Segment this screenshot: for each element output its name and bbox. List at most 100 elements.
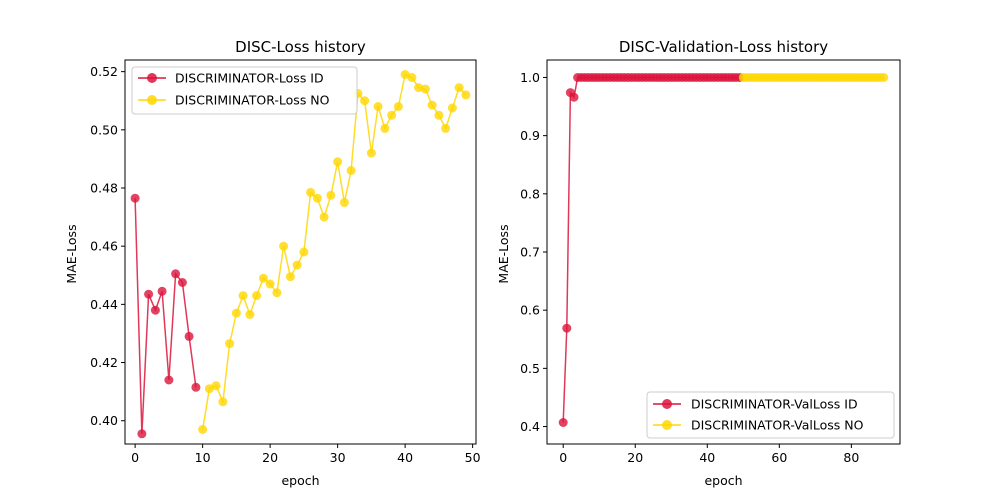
loss-chart-ytick-label: 0.48 [90, 181, 118, 196]
loss-chart-series-0-point [191, 382, 201, 392]
val-loss-chart-series-0-point [569, 92, 579, 102]
loss-chart-series-1-point [238, 291, 248, 301]
val-loss-chart-ytick-label: 0.8 [520, 186, 540, 201]
loss-chart-series-0-point [177, 278, 187, 287]
loss-chart-series-1-point [447, 103, 457, 113]
loss-chart-series-1-point [387, 110, 397, 120]
val-loss-chart-title: DISC-Validation-Loss history [619, 38, 828, 56]
val-loss-chart-xtick-label: 80 [843, 450, 859, 465]
loss-chart-xtick-label: 10 [195, 450, 211, 465]
loss-chart-series-1-point [373, 102, 383, 111]
loss-chart-series-1-point [407, 73, 417, 82]
val-loss-chart-yticks: 0.4 0.5 0.6 0.7 0.8 0.9 1.0 [520, 70, 547, 434]
loss-chart-series-1-point [272, 288, 282, 298]
val-loss-chart-xtick-label: 0 [559, 450, 567, 465]
loss-chart-ytick-label: 0.52 [90, 64, 118, 79]
loss-chart-series-0-point [137, 429, 147, 439]
loss-chart-series-1-point [454, 83, 464, 93]
loss-chart-series-1-point [245, 310, 255, 319]
loss-chart-frame [124, 59, 477, 445]
loss-chart-series-1-point [211, 381, 221, 391]
loss-chart-series-1-point [319, 212, 329, 222]
loss-chart-series-0-line [134, 198, 197, 434]
loss-chart-series-1-point [198, 425, 208, 434]
loss-chart-series-1-point [339, 198, 349, 207]
loss-chart-title: DISC-Loss history [235, 38, 366, 56]
val-loss-chart-ytick-label: 1.0 [520, 70, 540, 85]
loss-chart-series-1-point [360, 96, 370, 106]
loss-chart-series-0-point [130, 193, 140, 203]
loss-chart-series-1-point [265, 279, 275, 289]
val-loss-chart-xticks: 0 20 40 60 80 [559, 444, 859, 465]
loss-legend-label-no: DISCRIMINATOR-Loss NO [175, 93, 330, 108]
val-loss-chart-xlabel: epoch [704, 473, 742, 488]
val-legend-label-no: DISCRIMINATOR-ValLoss NO [691, 418, 864, 433]
loss-chart-series-1-point [414, 83, 424, 93]
loss-chart: DISC-Loss history epoch MAE-Loss 0 10 20 30… [64, 38, 481, 488]
val-loss-chart-ytick-label: 0.4 [520, 419, 540, 434]
loss-chart-xtick-label: 30 [330, 450, 346, 465]
val-loss-chart-frame [546, 59, 901, 445]
val-loss-chart-legend-box [646, 391, 895, 439]
loss-chart-series-1-point [400, 70, 410, 79]
loss-chart-series-1-point [427, 100, 437, 110]
loss-chart-series-0-point [150, 305, 160, 315]
loss-chart-series-0-point [184, 331, 194, 341]
val-loss-chart-xtick-label: 60 [771, 450, 787, 465]
val-loss-chart-ylabel: MAE-Loss [496, 224, 511, 283]
loss-chart-series-1-point [306, 187, 316, 197]
val-legend-marker-no [662, 420, 672, 430]
val-loss-chart-legend: DISCRIMINATOR-ValLoss ID DISCRIMINATOR-V… [646, 391, 895, 439]
val-loss-chart-ytick-label: 0.9 [520, 128, 540, 143]
loss-chart-series-1-point [299, 247, 309, 257]
loss-chart-series-1-point [292, 260, 302, 270]
val-loss-chart-series-0-point [562, 323, 572, 333]
loss-legend-marker-id [147, 73, 157, 83]
val-loss-chart-ytick-label: 0.5 [520, 361, 540, 376]
loss-chart-series-1-point [441, 123, 451, 133]
loss-chart-series-0-point [144, 289, 154, 299]
loss-chart-ytick-label: 0.44 [90, 297, 118, 312]
loss-chart-series-1-point [333, 157, 343, 167]
loss-chart-series-1-point [434, 110, 444, 120]
loss-chart-series-1-point [218, 397, 228, 407]
loss-chart-series-1-point [252, 291, 262, 301]
loss-chart-series-1-point [225, 339, 235, 349]
val-loss-chart-ytick-label: 0.7 [520, 245, 540, 260]
loss-chart-series-1-point [393, 102, 403, 111]
val-legend-label-id: DISCRIMINATOR-ValLoss ID [691, 397, 858, 412]
loss-chart-series-1-point [346, 166, 356, 175]
val-loss-chart: DISC-Validation-Loss history epoch MAE-L… [496, 38, 901, 488]
loss-chart-yticks: 0.40 0.42 0.44 0.46 0.48 0.50 0.52 [90, 64, 125, 428]
loss-chart-xlabel: epoch [281, 473, 319, 488]
loss-chart-ylabel: MAE-Loss [64, 224, 79, 283]
val-legend-marker-id [662, 399, 672, 409]
loss-chart-series-1-point [279, 241, 289, 251]
loss-chart-series-1-point [231, 308, 241, 318]
loss-chart-xtick-label: 20 [262, 450, 278, 465]
loss-chart-xtick-label: 0 [131, 450, 139, 465]
loss-chart-ytick-label: 0.40 [90, 413, 118, 428]
loss-chart-series-1-point [258, 273, 268, 283]
loss-chart-series-1-point [366, 148, 376, 158]
loss-legend-marker-no [147, 95, 157, 105]
loss-chart-legend-box [131, 66, 358, 115]
loss-chart-xtick-label: 50 [465, 450, 481, 465]
loss-chart-series-0-point [171, 269, 181, 279]
loss-chart-series-1-point [380, 123, 390, 133]
loss-chart-series-0-point [164, 375, 174, 385]
loss-chart-ytick-label: 0.42 [90, 355, 118, 370]
loss-chart-xticks: 0 10 20 30 40 50 [131, 444, 481, 465]
loss-chart-ytick-label: 0.50 [90, 122, 118, 137]
val-loss-chart-xtick-label: 40 [699, 450, 715, 465]
loss-chart-ytick-label: 0.46 [90, 239, 118, 254]
loss-chart-series-1-point [312, 193, 322, 203]
val-loss-chart-series [558, 73, 889, 427]
val-loss-chart-ytick-label: 0.6 [520, 303, 540, 318]
loss-chart-series-1-point [420, 84, 430, 94]
loss-chart-series-1-point [326, 190, 336, 200]
loss-chart-series-1-point [461, 90, 471, 100]
loss-chart-series [130, 70, 471, 439]
loss-legend-label-id: DISCRIMINATOR-Loss ID [175, 71, 324, 86]
